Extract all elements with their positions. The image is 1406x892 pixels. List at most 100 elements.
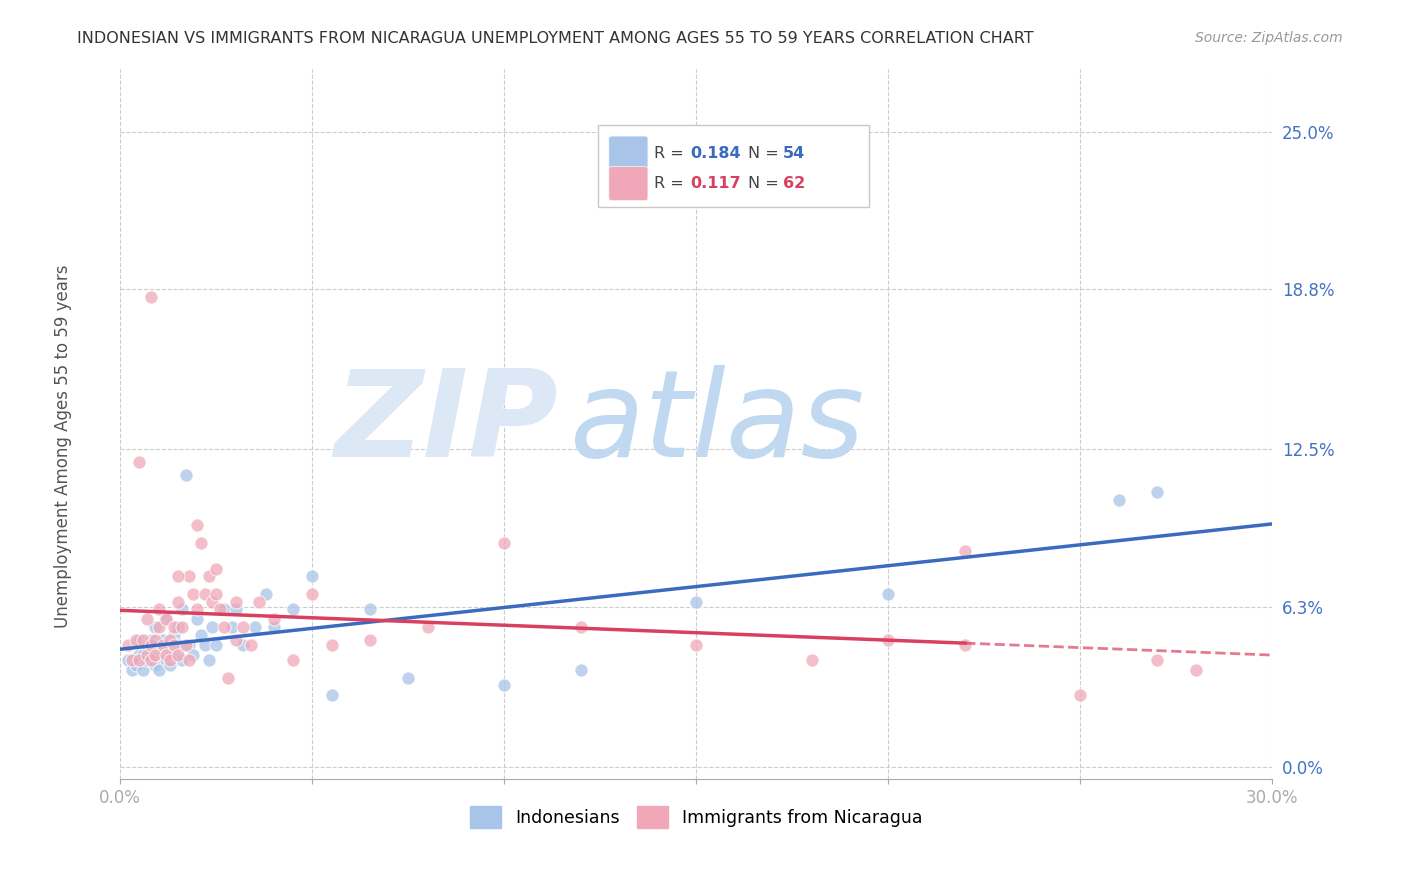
Text: 0.117: 0.117 (690, 176, 741, 191)
Point (174, 638, 197, 652)
Point (301, 587, 323, 601)
Point (155, 648, 177, 662)
Point (569, 663, 592, 677)
Point (170, 620, 193, 634)
Point (190, 536, 212, 550)
Point (281, 653, 304, 667)
Point (494, 678, 516, 692)
Text: R =: R = (654, 145, 689, 161)
Point (163, 627, 186, 641)
Point (225, 632, 247, 647)
Point (152, 638, 174, 652)
Point (152, 648, 174, 662)
Point (281, 602, 304, 616)
Text: Source: ZipAtlas.com: Source: ZipAtlas.com (1195, 31, 1343, 45)
Point (396, 671, 419, 685)
Point (167, 594, 190, 608)
Point (139, 290, 162, 304)
Point (179, 638, 201, 652)
Point (128, 632, 150, 647)
Legend: Indonesians, Immigrants from Nicaragua: Indonesians, Immigrants from Nicaragua (463, 799, 929, 835)
Point (221, 620, 243, 634)
Point (163, 638, 186, 652)
Point (159, 642, 181, 657)
Point (953, 544, 976, 558)
Point (139, 653, 162, 667)
Point (359, 632, 381, 647)
Point (186, 612, 208, 626)
Point (128, 653, 150, 667)
Text: 54: 54 (783, 145, 806, 161)
Point (170, 602, 193, 616)
Point (159, 632, 181, 647)
Text: atlas: atlas (569, 366, 865, 483)
Point (243, 620, 266, 634)
Point (685, 594, 707, 608)
Point (205, 638, 228, 652)
Point (800, 653, 823, 667)
Point (179, 653, 201, 667)
Text: N =: N = (748, 145, 785, 161)
Point (217, 671, 239, 685)
Text: 0.184: 0.184 (690, 145, 741, 161)
Point (167, 638, 190, 652)
Point (117, 638, 139, 652)
Point (167, 648, 190, 662)
Point (163, 648, 186, 662)
Point (121, 653, 143, 667)
Point (197, 569, 219, 583)
Point (254, 587, 277, 601)
Point (232, 638, 254, 652)
Point (132, 632, 155, 647)
Point (132, 648, 155, 662)
Point (1108, 493, 1130, 508)
Point (263, 620, 285, 634)
Point (174, 467, 197, 482)
Point (136, 653, 159, 667)
Point (494, 536, 516, 550)
Point (124, 658, 146, 673)
Point (136, 612, 159, 626)
Point (321, 638, 343, 652)
Point (239, 638, 262, 652)
Point (212, 620, 235, 634)
Point (247, 594, 270, 608)
Point (205, 587, 228, 601)
Point (197, 653, 219, 667)
Point (569, 620, 592, 634)
FancyBboxPatch shape (599, 126, 869, 207)
Point (194, 638, 217, 652)
Point (953, 638, 976, 652)
Point (143, 658, 166, 673)
Point (1146, 485, 1168, 500)
Point (167, 620, 190, 634)
Point (225, 602, 247, 616)
Point (225, 594, 247, 608)
Text: INDONESIAN VS IMMIGRANTS FROM NICARAGUA UNEMPLOYMENT AMONG AGES 55 TO 59 YEARS C: INDONESIAN VS IMMIGRANTS FROM NICARAGUA … (77, 31, 1033, 46)
Point (186, 602, 208, 616)
Point (263, 612, 285, 626)
Point (136, 638, 159, 652)
Point (186, 518, 208, 533)
Point (1184, 663, 1206, 677)
Point (139, 638, 162, 652)
Point (132, 663, 155, 677)
Point (359, 602, 381, 616)
Point (128, 648, 150, 662)
Point (148, 663, 170, 677)
Point (877, 587, 900, 601)
Point (128, 455, 150, 469)
Point (685, 638, 707, 652)
Point (148, 602, 170, 616)
Point (877, 632, 900, 647)
Point (159, 658, 181, 673)
Point (1146, 653, 1168, 667)
Point (179, 569, 201, 583)
Point (139, 648, 162, 662)
Point (205, 561, 228, 575)
Point (209, 602, 232, 616)
Point (1069, 689, 1091, 703)
Point (143, 620, 166, 634)
Point (181, 587, 204, 601)
Point (163, 620, 186, 634)
